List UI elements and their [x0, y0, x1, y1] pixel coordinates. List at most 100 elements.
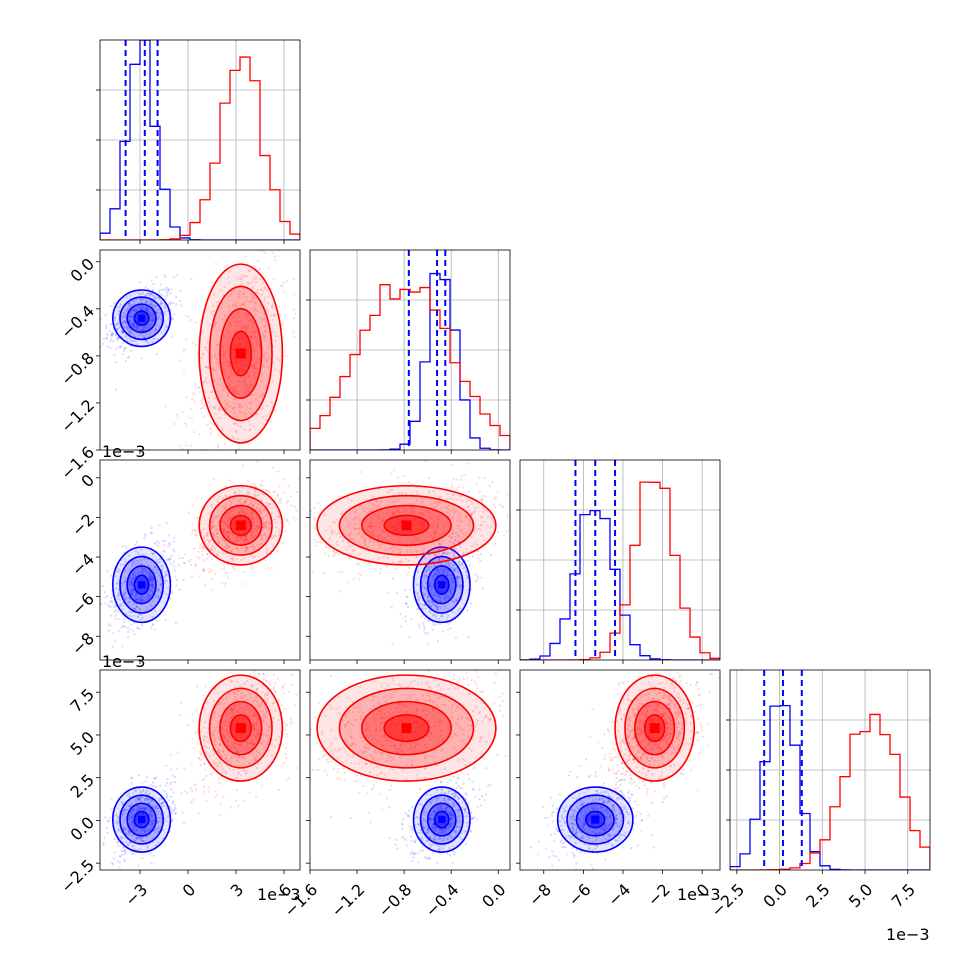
- sample-point: [110, 797, 113, 800]
- sample-point: [237, 772, 240, 775]
- sample-point: [253, 673, 256, 677]
- sample-point: [267, 572, 269, 574]
- sample-point: [250, 710, 253, 713]
- sample-point: [148, 574, 152, 577]
- sample-point: [124, 596, 127, 599]
- sample-point: [229, 746, 233, 750]
- sample-point: [223, 406, 226, 409]
- sample-point: [224, 571, 228, 574]
- sample-point: [241, 757, 244, 760]
- sample-point: [149, 314, 152, 317]
- sample-point: [137, 597, 140, 600]
- sample-point: [239, 685, 242, 688]
- sample-point: [277, 718, 280, 722]
- sample-point: [438, 534, 442, 538]
- sample-point: [149, 313, 152, 316]
- sample-point: [408, 636, 411, 639]
- sample-point: [104, 602, 107, 605]
- sample-point: [496, 491, 499, 494]
- sample-point: [151, 586, 154, 589]
- sample-point: [249, 517, 252, 520]
- sample-point: [143, 799, 147, 802]
- sample-point: [132, 560, 135, 563]
- sample-point: [242, 368, 245, 372]
- sample-point: [176, 767, 179, 770]
- sample-point: [247, 491, 250, 494]
- sample-point: [151, 576, 154, 579]
- sample-point: [438, 496, 441, 499]
- sample-point: [255, 688, 258, 691]
- sample-point: [205, 745, 208, 748]
- sample-point: [348, 556, 351, 559]
- sample-point: [210, 569, 214, 573]
- sample-point: [451, 532, 454, 535]
- sample-point: [232, 742, 235, 745]
- sample-point: [148, 333, 151, 337]
- sample-point: [166, 781, 169, 784]
- sample-point: [130, 592, 133, 595]
- sample-point: [230, 755, 234, 759]
- sample-point: [390, 511, 393, 515]
- sample-point: [120, 836, 124, 839]
- sample-point: [412, 523, 416, 526]
- sample-point: [246, 299, 249, 302]
- sample-point: [243, 380, 246, 383]
- sample-point: [440, 567, 444, 570]
- sample-point: [274, 368, 277, 371]
- sample-point: [110, 323, 113, 326]
- sample-point: [132, 325, 136, 328]
- sample-point: [109, 346, 112, 349]
- sample-point: [158, 292, 161, 295]
- sample-point: [251, 287, 254, 290]
- sample-point: [295, 518, 298, 521]
- sample-point: [423, 604, 426, 607]
- sample-point: [217, 542, 221, 545]
- sample-point: [386, 540, 390, 543]
- sample-point: [447, 508, 450, 511]
- sample-point: [136, 796, 140, 799]
- sample-point: [123, 580, 127, 584]
- sample-point: [213, 711, 216, 714]
- sample-point: [421, 621, 424, 624]
- sample-point: [136, 804, 139, 807]
- sample-point: [128, 817, 131, 820]
- sample-point: [130, 579, 133, 583]
- sample-point: [128, 628, 131, 631]
- sample-point: [266, 513, 270, 516]
- sample-point: [242, 507, 246, 510]
- sample-point: [220, 289, 223, 292]
- sample-point: [265, 523, 268, 526]
- sample-point: [146, 593, 149, 596]
- sample-point: [144, 808, 147, 811]
- sample-point: [131, 593, 134, 596]
- sample-point: [452, 541, 455, 545]
- sample-point: [226, 401, 229, 405]
- sample-point: [246, 548, 249, 551]
- sample-point: [452, 600, 455, 604]
- sample-point: [390, 521, 393, 525]
- sample-point: [130, 810, 133, 813]
- sample-point: [437, 570, 440, 573]
- sample-point: [232, 355, 235, 358]
- sample-point: [151, 585, 154, 589]
- sample-point: [122, 809, 126, 812]
- sample-point: [443, 532, 446, 535]
- sample-point: [152, 337, 155, 341]
- sample-point: [123, 837, 126, 840]
- sample-point: [138, 808, 142, 812]
- sample-point: [152, 316, 155, 319]
- sample-point: [237, 709, 240, 712]
- sample-point: [226, 732, 229, 735]
- sample-point: [255, 336, 258, 339]
- sample-point: [111, 333, 114, 337]
- sample-point: [145, 570, 148, 574]
- sample-point: [245, 535, 248, 538]
- sample-point: [221, 728, 224, 731]
- sample-point: [120, 582, 123, 585]
- sample-point: [122, 817, 125, 820]
- sample-point: [125, 334, 128, 337]
- sample-point: [141, 840, 145, 843]
- sample-point: [220, 408, 223, 411]
- sample-point: [149, 313, 152, 316]
- sample-point: [141, 781, 144, 784]
